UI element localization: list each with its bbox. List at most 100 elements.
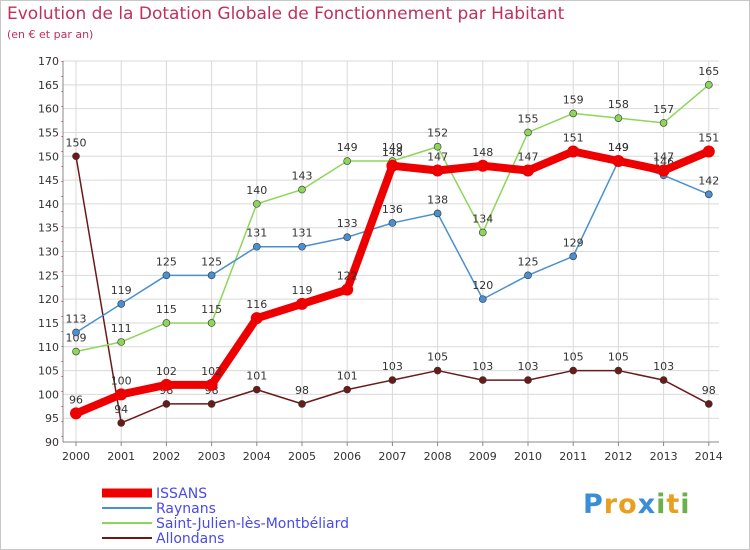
- point-saint-julien-l-s-montb-liard: [253, 200, 261, 208]
- point-issans: [115, 388, 128, 401]
- data-label-raynans: 120: [472, 279, 493, 292]
- x-tick-label: 2003: [198, 450, 226, 463]
- point-allondans: [72, 152, 80, 161]
- point-issans: [702, 145, 715, 158]
- data-label-raynans: 131: [292, 227, 313, 240]
- data-label-allondans: 98: [702, 384, 716, 397]
- y-tick-label: 150: [38, 150, 59, 163]
- point-allondans: [524, 376, 532, 384]
- point-issans: [386, 159, 399, 172]
- y-tick-label: 170: [38, 55, 59, 68]
- data-label-raynans: 136: [382, 203, 403, 216]
- chart-title: Evolution de la Dotation Globale de Fonc…: [7, 4, 565, 24]
- point-allondans: [343, 385, 352, 394]
- data-label-issans: 102: [201, 365, 222, 378]
- point-raynans: [298, 242, 306, 251]
- y-tick-label: 135: [38, 222, 59, 235]
- y-tick-label: 130: [38, 246, 59, 259]
- point-raynans: [524, 271, 532, 280]
- logo-letter: t: [666, 489, 681, 520]
- data-label-saint-julien-l-s-montb-liard: 115: [201, 303, 222, 316]
- point-raynans: [388, 219, 397, 227]
- data-label-raynans: 125: [518, 255, 539, 268]
- data-label-raynans: 142: [698, 174, 719, 187]
- data-label-issans: 149: [608, 141, 629, 154]
- point-saint-julien-l-s-montb-liard: [298, 185, 306, 194]
- data-label-issans: 116: [246, 298, 267, 311]
- x-tick-label: 2007: [378, 450, 406, 463]
- point-allondans: [253, 385, 261, 394]
- x-tick-label: 2005: [288, 450, 316, 463]
- data-label-raynans: 133: [337, 217, 358, 230]
- point-saint-julien-l-s-montb-liard: [614, 114, 623, 122]
- data-label-issans: 148: [472, 146, 493, 159]
- point-issans: [431, 164, 444, 177]
- data-label-allondans: 101: [246, 370, 267, 383]
- data-label-raynans: 125: [156, 255, 177, 268]
- data-label-issans: 100: [111, 374, 132, 387]
- data-label-issans: 148: [382, 146, 403, 159]
- x-tick-label: 2014: [695, 450, 723, 463]
- data-label-saint-julien-l-s-montb-liard: 140: [246, 184, 267, 197]
- point-issans: [250, 312, 263, 325]
- point-issans: [476, 159, 489, 172]
- data-label-raynans: 125: [201, 255, 222, 268]
- data-label-saint-julien-l-s-montb-liard: 152: [427, 127, 448, 140]
- data-label-allondans: 94: [114, 403, 128, 416]
- y-tick-label: 110: [38, 341, 59, 354]
- point-saint-julien-l-s-montb-liard: [343, 157, 352, 165]
- x-tick-label: 2009: [469, 450, 497, 463]
- point-allondans: [569, 366, 578, 375]
- y-tick-label: 160: [38, 103, 59, 116]
- legend-label: Allondans: [156, 531, 224, 547]
- point-raynans: [478, 295, 487, 303]
- x-tick-label: 2012: [604, 450, 632, 463]
- data-label-issans: 122: [337, 270, 358, 283]
- point-issans: [160, 378, 173, 391]
- data-label-raynans: 129: [563, 236, 584, 249]
- logo-letter: o: [618, 489, 638, 520]
- x-tick-label: 2011: [559, 450, 587, 463]
- y-tick-label: 95: [45, 412, 59, 425]
- point-issans: [657, 164, 670, 177]
- data-label-allondans: 105: [563, 351, 584, 364]
- data-label-allondans-first: 150: [66, 136, 87, 149]
- proxiti-logo: Proxiti: [583, 489, 691, 520]
- x-tick-label: 2010: [514, 450, 542, 463]
- x-tick-label: 2004: [243, 450, 271, 463]
- data-label-allondans: 105: [608, 351, 629, 364]
- point-raynans: [704, 190, 713, 199]
- data-label-saint-julien-l-s-montb-liard: 165: [698, 65, 719, 78]
- data-label-saint-julien-l-s-montb-liard: 143: [292, 170, 313, 183]
- data-label-saint-julien-l-s-montb-liard: 111: [111, 322, 132, 335]
- data-label-raynans: 113: [66, 312, 87, 325]
- point-allondans: [298, 400, 306, 408]
- data-label-saint-julien-l-s-montb-liard: 149: [382, 141, 403, 154]
- x-tick-label: 2013: [650, 450, 678, 463]
- point-issans: [567, 145, 580, 158]
- point-issans: [70, 407, 82, 420]
- point-raynans: [343, 233, 352, 242]
- y-tick-label: 90: [45, 436, 59, 449]
- data-label-issans: 151: [563, 131, 584, 144]
- point-saint-julien-l-s-montb-liard: [478, 228, 487, 237]
- data-label-issans: 102: [156, 365, 177, 378]
- data-label-allondans: 103: [472, 360, 493, 373]
- point-saint-julien-l-s-montb-liard: [207, 319, 216, 327]
- y-tick-label: 115: [38, 317, 59, 330]
- data-label-saint-julien-l-s-montb-liard: 134: [472, 212, 493, 225]
- point-issans: [522, 164, 534, 177]
- data-label-saint-julien-l-s-montb-liard: 157: [653, 103, 674, 116]
- chart-subtitle: (en € et par an): [7, 28, 94, 41]
- point-raynans: [72, 328, 80, 337]
- point-allondans: [433, 366, 442, 375]
- data-label-saint-julien-l-s-montb-liard: 155: [518, 112, 539, 125]
- data-label-saint-julien-l-s-montb-liard: 158: [608, 98, 629, 111]
- y-tick-label: 140: [38, 198, 59, 211]
- point-allondans: [478, 376, 487, 384]
- data-label-raynans: 138: [427, 193, 448, 206]
- point-issans: [205, 378, 218, 391]
- y-tick-label: 165: [38, 79, 59, 92]
